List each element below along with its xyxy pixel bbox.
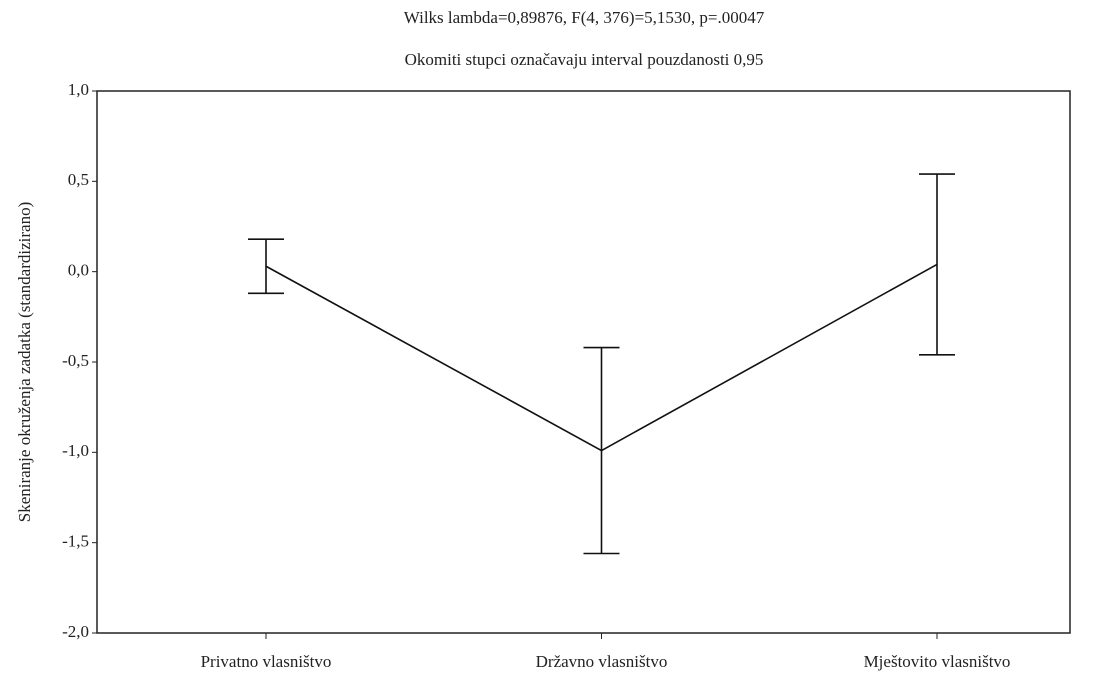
- y-tick-label: 1,0: [68, 80, 89, 99]
- y-tick-label: -1,0: [62, 441, 89, 460]
- plot-frame: [96, 90, 1071, 634]
- y-axis-label: Skeniranje okruženja zadatka (standardiz…: [15, 202, 34, 523]
- error-bar: [583, 346, 620, 555]
- x-tick-label: Državno vlasništvo: [536, 652, 668, 671]
- y-tick-label: 0,5: [68, 170, 89, 189]
- y-tick-label: 0,0: [68, 261, 89, 280]
- y-tick-label: -1,5: [62, 532, 89, 551]
- chart-title: Wilks lambda=0,89876, F(4, 376)=5,1530, …: [404, 8, 765, 27]
- y-tick-label: -0,5: [62, 351, 89, 370]
- x-tick-label: Privatno vlasništvo: [201, 652, 332, 671]
- chart-subtitle: Okomiti stupci označavaju interval pouzd…: [405, 50, 764, 69]
- y-tick-label: -2,0: [62, 622, 89, 641]
- x-tick-label: Mještovito vlasništvo: [864, 652, 1011, 671]
- error-bar: [248, 238, 284, 295]
- error-bar: [919, 173, 955, 356]
